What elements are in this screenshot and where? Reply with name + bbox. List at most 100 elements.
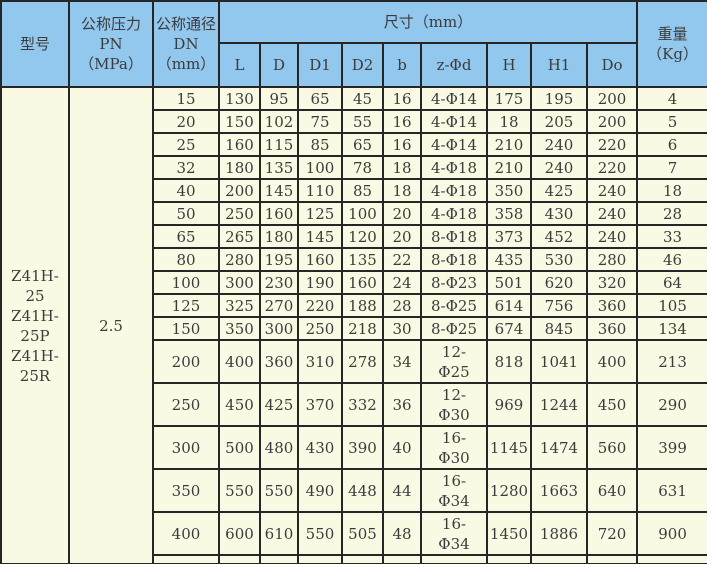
cell-Do: 220 xyxy=(585,132,639,157)
cell-b: 22 xyxy=(382,247,422,272)
cell-Do: 720 xyxy=(585,511,639,556)
cell-z-phi-d: 4-Φ18 xyxy=(420,155,488,180)
cell-D1: 250 xyxy=(297,316,343,341)
cell-b: 30 xyxy=(382,316,422,341)
cell-D: 180 xyxy=(259,224,299,249)
header-size-col-L: L xyxy=(218,42,261,88)
table-header: 型号 公称压力 PN （MPa） 公称通径 DN （mm） 尺寸（mm） 重量 … xyxy=(0,0,707,88)
cell-D2: 85 xyxy=(341,178,384,203)
cell-empty xyxy=(259,554,299,564)
cell-D1: 110 xyxy=(297,178,343,203)
cell-Do: 280 xyxy=(585,247,639,272)
cell-dn: 20 xyxy=(152,109,220,134)
table-row: 200 400 360 310 278 34 12- Φ25 818 1041 400 213 xyxy=(1,339,707,384)
cell-D2: 135 xyxy=(341,247,384,272)
cell-empty xyxy=(341,554,384,564)
cell-weight: 64 xyxy=(636,270,707,295)
cell-L: 400 xyxy=(218,339,261,384)
cell-D: 115 xyxy=(259,132,299,157)
cell-b: 18 xyxy=(382,178,422,203)
cell-weight: 4 xyxy=(636,86,707,111)
cell-H: 614 xyxy=(486,293,532,318)
cell-z-phi-d: 4-Φ18 xyxy=(420,201,488,226)
cell-D1: 85 xyxy=(297,132,343,157)
cell-z-phi-d: 16- Φ34 xyxy=(420,511,488,556)
cell-Do: 220 xyxy=(585,155,639,180)
cell-H: 350 xyxy=(486,178,532,203)
cell-H: 435 xyxy=(486,247,532,272)
cell-D: 135 xyxy=(259,155,299,180)
cell-dn: 125 xyxy=(152,293,220,318)
cell-weight: 105 xyxy=(636,293,707,318)
cell-H: 501 xyxy=(486,270,532,295)
cell-b: 44 xyxy=(382,468,422,513)
cell-D1: 310 xyxy=(297,339,343,384)
cell-empty xyxy=(486,554,532,564)
cell-z-phi-d: 4-Φ14 xyxy=(420,132,488,157)
header-size-col-b: b xyxy=(382,42,422,88)
cell-z-phi-d: 12- Φ25 xyxy=(420,339,488,384)
cell-H1: 240 xyxy=(530,132,588,157)
table-body: Z41H-25 Z41H-25P Z41H-25R 2.5 15 130 95 65 45 1… xyxy=(0,86,707,564)
cell-H1: 430 xyxy=(530,201,588,226)
cell-dn: 40 xyxy=(152,178,220,203)
cell-Do: 240 xyxy=(585,178,639,203)
cell-D: 102 xyxy=(259,109,299,134)
cell-D1: 125 xyxy=(297,201,343,226)
cell-H: 1280 xyxy=(486,468,532,513)
cell-L: 350 xyxy=(218,316,261,341)
cell-Do: 560 xyxy=(585,425,639,470)
cell-Do: 320 xyxy=(585,270,639,295)
cell-L: 500 xyxy=(218,425,261,470)
cell-D2: 448 xyxy=(341,468,384,513)
cell-Do: 360 xyxy=(585,293,639,318)
cell-empty xyxy=(585,554,639,564)
pressure-cell: 2.5 xyxy=(68,86,154,564)
cell-D: 480 xyxy=(259,425,299,470)
table-row: 20 150 102 75 55 16 4-Φ14 18 205 200 5 xyxy=(1,109,707,134)
cell-b: 20 xyxy=(382,201,422,226)
cell-D1: 220 xyxy=(297,293,343,318)
cell-D: 95 xyxy=(259,86,299,111)
cell-weight: 6 xyxy=(636,132,707,157)
header-size-col-z-phi-d: z-Φd xyxy=(420,42,488,88)
cell-dn: 200 xyxy=(152,339,220,384)
cell-D1: 490 xyxy=(297,468,343,513)
cell-b: 16 xyxy=(382,109,422,134)
cell-weight: 900 xyxy=(636,511,707,556)
table-row: 80 280 195 160 135 22 8-Φ18 435 530 280 46 xyxy=(1,247,707,272)
table-row: 25 160 115 85 65 16 4-Φ14 210 240 220 6 xyxy=(1,132,707,157)
cell-D: 550 xyxy=(259,468,299,513)
cell-dn: 80 xyxy=(152,247,220,272)
cell-H: 210 xyxy=(486,132,532,157)
cell-empty xyxy=(152,554,220,564)
header-size-col-D2: D2 xyxy=(341,42,384,88)
cell-weight: 290 xyxy=(636,382,707,427)
cell-weight: 631 xyxy=(636,468,707,513)
cell-D1: 65 xyxy=(297,86,343,111)
cell-H1: 195 xyxy=(530,86,588,111)
cell-D2: 100 xyxy=(341,201,384,226)
cell-b: 36 xyxy=(382,382,422,427)
table-row: 150 350 300 250 218 30 8-Φ25 674 845 360 134 xyxy=(1,316,707,341)
cell-L: 200 xyxy=(218,178,261,203)
cell-H: 210 xyxy=(486,155,532,180)
cell-Do: 240 xyxy=(585,224,639,249)
cell-b: 16 xyxy=(382,86,422,111)
cell-L: 550 xyxy=(218,468,261,513)
cell-H1: 845 xyxy=(530,316,588,341)
cell-weight: 213 xyxy=(636,339,707,384)
cell-L: 265 xyxy=(218,224,261,249)
cell-D1: 145 xyxy=(297,224,343,249)
cell-b: 34 xyxy=(382,339,422,384)
header-size-col-Do: Do xyxy=(585,42,639,88)
cell-dn: 350 xyxy=(152,468,220,513)
cell-Do: 200 xyxy=(585,86,639,111)
cell-z-phi-d: 8-Φ25 xyxy=(420,293,488,318)
cell-D2: 45 xyxy=(341,86,384,111)
cell-b: 28 xyxy=(382,293,422,318)
cell-dn: 400 xyxy=(152,511,220,556)
header-size-group: 尺寸（mm） xyxy=(217,0,639,44)
cell-weight: 18 xyxy=(636,178,707,203)
